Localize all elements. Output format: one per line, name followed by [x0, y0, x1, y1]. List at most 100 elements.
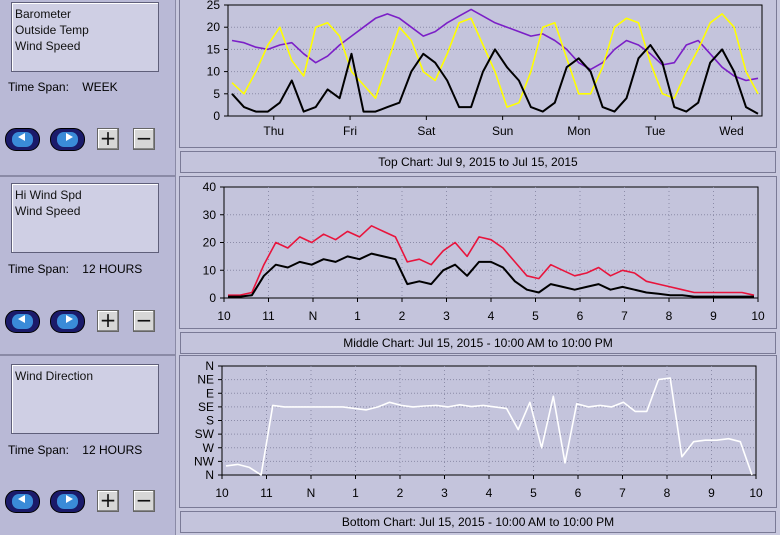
zoom-in-button[interactable]: + — [97, 128, 119, 150]
y-tick-label: 5 — [213, 87, 220, 101]
right-triangle-icon — [66, 315, 73, 323]
series-line-wind-direction — [225, 377, 753, 476]
left-triangle-icon — [18, 133, 25, 141]
x-tick-label: 3 — [443, 309, 450, 323]
y-tick-label: E — [206, 386, 214, 400]
legend-item-outside-temp: Outside Temp — [15, 23, 89, 37]
time-span-row: Time Span: 12 HOURS — [8, 262, 142, 276]
series-line-hi-wind-spd — [228, 224, 755, 296]
y-tick-label: 25 — [207, 0, 221, 12]
scroll-back-button[interactable] — [5, 490, 40, 513]
y-tick-label: 20 — [203, 236, 217, 250]
time-span-label: Time Span: — [8, 80, 69, 94]
x-tick-label: Wed — [719, 124, 743, 138]
y-tick-label: N — [205, 359, 214, 373]
time-span-row: Time Span: 12 HOURS — [8, 443, 142, 457]
x-tick-label: 6 — [577, 309, 584, 323]
y-tick-label: N — [205, 468, 214, 482]
series-line-wind-speed — [228, 252, 754, 298]
x-tick-label: Sun — [492, 124, 513, 138]
zoom-in-button[interactable]: + — [97, 310, 119, 332]
divider — [0, 354, 175, 356]
legend-item-barometer: Barometer — [15, 7, 72, 21]
bottom-chart-controls: Wind Direction Time Span: 12 HOURS + − — [0, 357, 175, 535]
x-tick-label: 10 — [217, 309, 231, 323]
y-tick-label: SW — [195, 427, 215, 441]
x-tick-label: 4 — [486, 486, 493, 500]
time-span-value[interactable]: 12 HOURS — [82, 262, 143, 276]
series-line-wind-speed — [231, 44, 759, 115]
bottom-chart-legend: Wind Direction — [11, 364, 159, 434]
x-tick-label: Fri — [343, 124, 357, 138]
x-tick-label: Sat — [417, 124, 436, 138]
legend-item-hi-wind-spd: Hi Wind Spd — [15, 188, 82, 202]
x-tick-label: 10 — [749, 486, 763, 500]
left-triangle-icon — [18, 315, 25, 323]
zoom-out-button[interactable]: − — [133, 310, 155, 332]
top-chart-controls: Barometer Outside Temp Wind Speed Time S… — [0, 0, 175, 178]
x-tick-label: Mon — [567, 124, 590, 138]
x-tick-label: Thu — [263, 124, 284, 138]
middle-chart-caption: Middle Chart: Jul 15, 2015 - 10:00 AM to… — [180, 332, 776, 354]
time-span-value[interactable]: 12 HOURS — [82, 443, 143, 457]
x-tick-label: 11 — [260, 486, 273, 500]
x-tick-label: 2 — [399, 309, 406, 323]
y-tick-label: 10 — [203, 263, 217, 277]
x-tick-label: 4 — [488, 309, 495, 323]
time-span-value[interactable]: WEEK — [82, 80, 118, 94]
x-tick-label: 5 — [532, 309, 539, 323]
top-chart-svg: 0 5 10 15 20 25 Thu Fri Sat Sun Mon Tue Wed — [207, 0, 763, 138]
zoom-in-button[interactable]: + — [97, 490, 119, 512]
x-tick-label: 10 — [215, 486, 229, 500]
right-triangle-icon — [66, 495, 73, 503]
x-tick-label: 2 — [397, 486, 404, 500]
time-span-row: Time Span: WEEK — [8, 80, 118, 94]
legend-item-wind-speed: Wind Speed — [15, 204, 81, 218]
top-chart: 0 5 10 15 20 25 Thu Fri Sat Sun Mon Tue Wed — [179, 0, 777, 148]
series-line-barometer — [231, 8, 759, 82]
x-tick-label: 10 — [751, 309, 765, 323]
zoom-out-button[interactable]: − — [133, 128, 155, 150]
middle-chart-legend: Hi Wind Spd Wind Speed — [11, 183, 159, 253]
time-span-label: Time Span: — [8, 443, 69, 457]
y-tick-label: S — [206, 414, 214, 428]
y-tick-label: SE — [198, 400, 214, 414]
scroll-forward-button[interactable] — [50, 128, 85, 151]
x-tick-label: 6 — [575, 486, 582, 500]
y-tick-label: 40 — [203, 180, 217, 194]
x-tick-label: 3 — [441, 486, 448, 500]
x-tick-label: N — [307, 486, 316, 500]
x-tick-label: 8 — [666, 309, 673, 323]
x-tick-label: 1 — [354, 309, 361, 323]
legend-item-wind-direction: Wind Direction — [15, 369, 94, 383]
bottom-chart: N NW W SW S SE E NE N 10 11 N 1 2 3 4 5 6 7 8 9 10 — [179, 355, 777, 508]
y-tick-label: 20 — [207, 20, 221, 34]
right-triangle-icon — [66, 133, 73, 141]
series-line-outside-temp — [231, 13, 759, 108]
y-tick-label: 10 — [207, 65, 221, 79]
x-tick-label: 9 — [708, 486, 715, 500]
scroll-forward-button[interactable] — [50, 310, 85, 333]
y-tick-label: 15 — [207, 42, 221, 56]
scroll-back-button[interactable] — [5, 310, 40, 333]
y-tick-label: 0 — [209, 291, 216, 305]
top-chart-legend: Barometer Outside Temp Wind Speed — [11, 2, 159, 72]
top-chart-caption: Top Chart: Jul 9, 2015 to Jul 15, 2015 — [180, 151, 776, 173]
x-tick-label: 9 — [710, 309, 717, 323]
control-panel: Barometer Outside Temp Wind Speed Time S… — [0, 0, 176, 535]
y-tick-label: NE — [197, 373, 214, 387]
middle-chart-controls: Hi Wind Spd Wind Speed Time Span: 12 HOU… — [0, 178, 175, 356]
divider — [0, 175, 175, 177]
x-tick-label: Tue — [645, 124, 666, 138]
x-tick-label: N — [309, 309, 318, 323]
x-tick-label: 7 — [619, 486, 626, 500]
scroll-back-button[interactable] — [5, 128, 40, 151]
y-tick-label: 30 — [203, 208, 217, 222]
zoom-out-button[interactable]: − — [133, 490, 155, 512]
middle-chart: 0 10 20 30 40 10 11 N 1 2 3 4 5 6 7 8 9 10 — [179, 176, 777, 329]
plot-frame — [227, 4, 763, 117]
scroll-forward-button[interactable] — [50, 490, 85, 513]
x-tick-label: 1 — [352, 486, 359, 500]
y-tick-label: NW — [194, 454, 215, 468]
